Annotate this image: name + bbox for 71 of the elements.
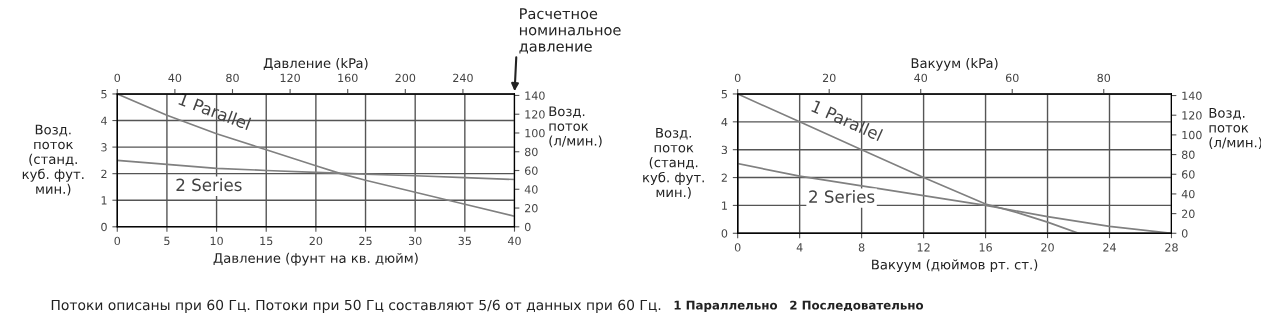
text: Потоки описаны при 60 Гц. Потоки при 50 Гц составляют 5/6 от данных при 60 Гц. — [51, 299, 661, 313]
y2-tick-label: 120 — [525, 110, 545, 119]
x-tick-label: 0 — [114, 236, 121, 246]
y-axis-title: Возд. поток (станд. куб. фут. мин.) — [643, 127, 704, 199]
x2-axis-title: Вакуум (kPa) — [911, 57, 998, 71]
x-tick-label: 5 — [164, 236, 170, 246]
y2-tick-label: 140 — [1182, 91, 1202, 100]
y2-tick-label: 80 — [1181, 150, 1195, 159]
x-axis-title: Вакуум (дюймов рт. ст.) — [872, 259, 1038, 273]
x2-tick-label: 0 — [114, 73, 121, 83]
y-tick-label: 2 — [721, 173, 727, 182]
y2-tick-label: 120 — [1182, 111, 1202, 120]
y2-tick-label: 60 — [524, 166, 538, 175]
x-tick-label: 24 — [1103, 243, 1116, 252]
x-tick-label: 0 — [734, 243, 741, 252]
x2-tick-label: 80 — [1097, 73, 1111, 83]
y-axis-title: Возд. поток (станд. куб. фут. мин.) — [22, 124, 84, 196]
x2-tick-label: 40 — [168, 73, 182, 83]
y2-axis-title: Возд. поток (л/мин.) — [549, 106, 602, 148]
y2-tick-label: 0 — [1181, 229, 1188, 238]
y-tick-label: 2 — [101, 169, 107, 178]
y2-tick-label: 100 — [525, 128, 545, 138]
x2-tick-label: 40 — [914, 73, 928, 83]
y-tick-label: 1 — [722, 201, 727, 210]
x-tick-label: 30 — [408, 236, 422, 246]
x-tick-label: 20 — [1041, 243, 1054, 252]
x-tick-label: 16 — [979, 243, 992, 252]
series-label: 2 Series — [809, 190, 875, 203]
y-tick-label: 5 — [721, 90, 727, 99]
y2-tick-label: 20 — [525, 204, 538, 213]
series-label: 2 Series — [176, 178, 242, 192]
x-tick-label: 10 — [210, 236, 223, 246]
x-tick-label: 15 — [260, 236, 273, 246]
y2-tick-label: 60 — [1181, 170, 1195, 179]
x-tick-label: 8 — [858, 243, 865, 252]
y2-tick-label: 80 — [524, 147, 538, 157]
text: Расчетное номинальное давление — [519, 8, 621, 54]
x-axis-title: Давление (фунт на кв. дюйм) — [213, 252, 418, 266]
text: 2 Последовательно — [790, 300, 924, 312]
y2-tick-label: 0 — [524, 222, 531, 232]
x2-tick-label: 200 — [395, 73, 416, 83]
x-tick-label: 35 — [458, 236, 471, 246]
x2-tick-label: 160 — [338, 73, 358, 83]
x-tick-label: 25 — [359, 236, 372, 246]
text: 1 Параллельно — [674, 300, 778, 312]
y-tick-label: 5 — [101, 90, 107, 99]
x2-tick-label: 60 — [1005, 73, 1019, 83]
x2-tick-label: 240 — [453, 73, 473, 83]
y-tick-label: 4 — [721, 117, 728, 127]
x2-axis-title: Давление (kPa) — [263, 57, 368, 70]
y2-axis-title: Возд. поток (л/мин.) — [1209, 108, 1261, 149]
x-tick-label: 4 — [796, 243, 803, 252]
x2-tick-label: 120 — [280, 73, 300, 83]
x-tick-label: 20 — [309, 236, 323, 246]
y2-tick-label: 20 — [1182, 209, 1195, 218]
y-tick-label: 4 — [101, 116, 107, 125]
y2-tick-label: 40 — [524, 185, 538, 194]
x2-tick-label: 0 — [734, 73, 741, 83]
y2-tick-label: 40 — [1181, 189, 1195, 199]
y2-tick-label: 140 — [525, 91, 545, 100]
x-tick-label: 12 — [917, 243, 930, 252]
y2-tick-label: 100 — [1182, 130, 1202, 140]
y-tick-label: 3 — [721, 145, 728, 155]
x-tick-label: 28 — [1165, 243, 1178, 252]
y-tick-label: 0 — [721, 229, 728, 238]
y-tick-label: 1 — [101, 196, 107, 205]
x2-tick-label: 20 — [822, 73, 836, 83]
x2-tick-label: 80 — [226, 73, 239, 83]
y-tick-label: 0 — [101, 222, 107, 232]
x-tick-label: 40 — [507, 236, 521, 246]
y-tick-label: 3 — [101, 143, 107, 152]
